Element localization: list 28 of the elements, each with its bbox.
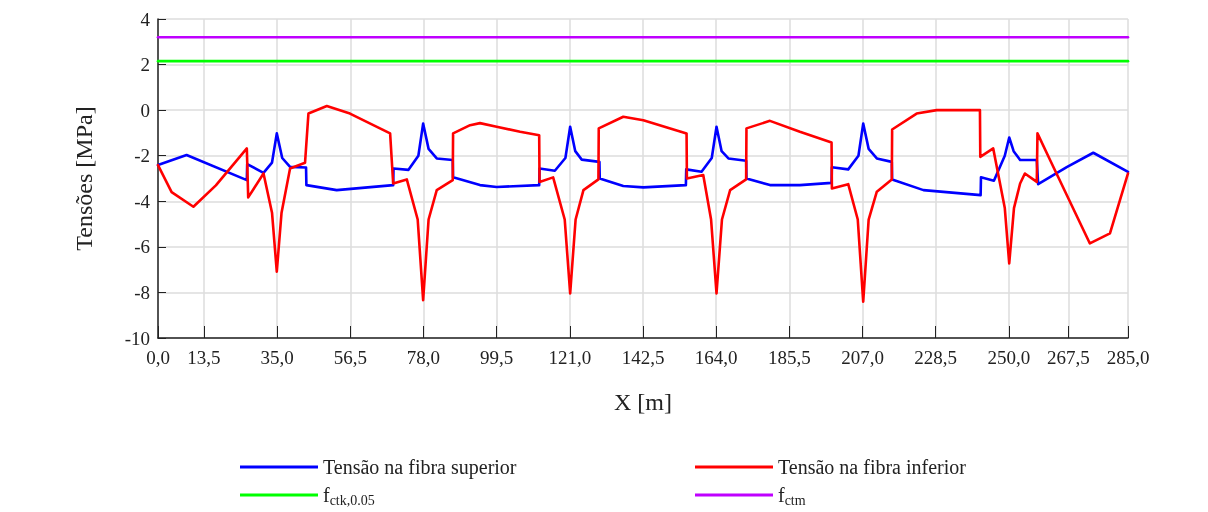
x-tick-label: 78,0 (406, 347, 441, 368)
x-tick-label: 250,0 (987, 347, 1031, 368)
y-tick-label: -8 (134, 281, 150, 303)
x-tick-label: 0,0 (146, 347, 170, 368)
x-axis-title: X [m] (614, 389, 672, 415)
x-tick-label: 142,5 (621, 347, 665, 368)
x-tick-label: 267,5 (1047, 347, 1090, 368)
y-tick-label: -4 (134, 190, 151, 212)
legend-label: Tensão na fibra inferior (778, 456, 967, 478)
y-tick-label: 2 (140, 54, 150, 76)
x-tick-label: 13,5 (187, 347, 221, 368)
line-series (156, 104, 1130, 304)
x-tick-label: 285,0 (1106, 347, 1150, 368)
x-tick-label: 228,5 (914, 347, 958, 368)
legend-label: Tensão na fibra superior (323, 456, 517, 479)
x-tick-label: 185,5 (767, 347, 811, 368)
y-axis-title: Tensões [MPa] (71, 106, 97, 251)
x-tick-label: 99,5 (480, 347, 514, 368)
x-tick-label: 56,5 (333, 347, 367, 368)
y-tick-label: -6 (134, 236, 150, 258)
x-tick-label: 35,0 (260, 347, 294, 368)
x-tick-label: 207,0 (841, 347, 884, 368)
x-tick-label: 164,0 (694, 347, 738, 368)
y-tick-label: -2 (134, 145, 150, 167)
y-tick-label: 0 (140, 99, 150, 121)
y-tick-label: -10 (124, 327, 150, 349)
y-tick-label: 4 (140, 8, 151, 30)
x-tick-label: 121,0 (548, 347, 592, 368)
